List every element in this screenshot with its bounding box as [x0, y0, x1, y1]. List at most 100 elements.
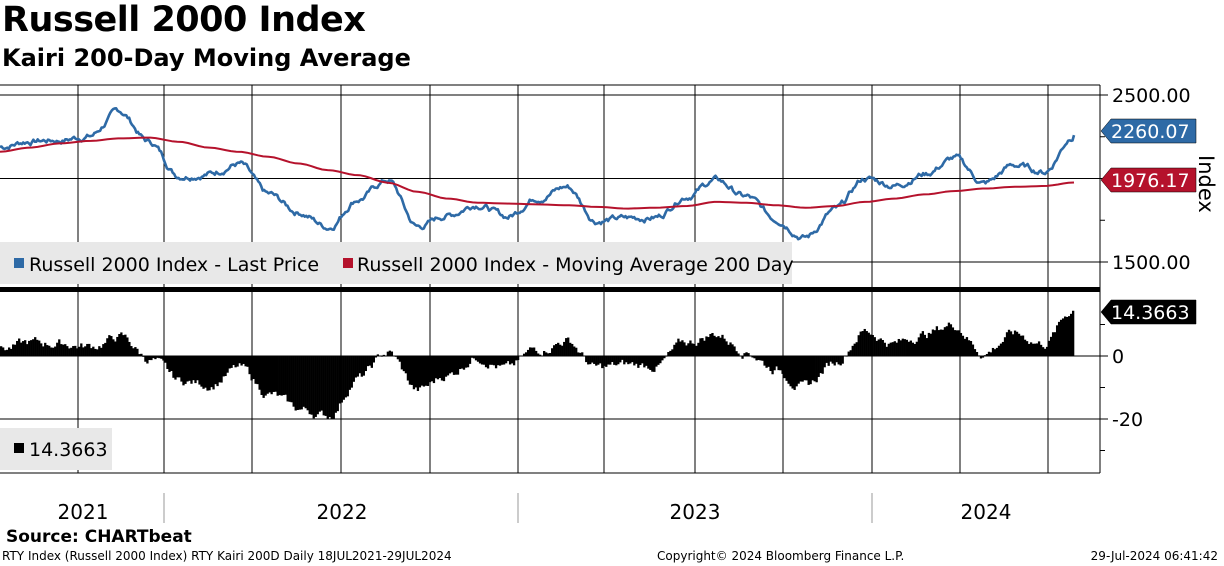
kairi-bar — [761, 356, 764, 361]
kairi-bar — [987, 351, 991, 356]
kairi-bar — [84, 346, 87, 356]
kairi-bar — [585, 356, 588, 363]
kairi-bar — [206, 356, 209, 391]
kairi-bar — [238, 356, 241, 364]
kairi-bar — [270, 356, 273, 395]
kairi-bar — [875, 340, 878, 356]
kairi-bar — [262, 356, 265, 398]
kairi-bar — [977, 355, 981, 356]
kairi-bar — [537, 353, 540, 356]
kairi-bar — [833, 356, 836, 366]
kairi-bar — [941, 329, 945, 356]
kairi-bar — [78, 346, 81, 356]
kairi-bar — [376, 354, 379, 356]
kairi-bar — [310, 356, 313, 415]
kairi-bar — [963, 338, 967, 356]
kairi-bar — [442, 356, 446, 382]
kairi-bar — [414, 356, 418, 388]
kairi-bar — [777, 356, 780, 371]
kairi-last-value-group: 14.3663 — [1100, 299, 1197, 325]
kairi-bar — [150, 356, 153, 361]
kairi-bar — [286, 356, 289, 402]
kairi-bar — [12, 344, 15, 356]
kairi-bar — [32, 339, 35, 356]
kairi-bar — [647, 356, 650, 369]
kairi-bar — [847, 351, 850, 356]
kairi-bar — [522, 353, 526, 356]
kairi-bar — [969, 340, 973, 356]
kairi-bar — [665, 356, 668, 357]
kairi-bar — [835, 356, 838, 363]
kairi-bar — [939, 329, 943, 356]
kairi-bar — [128, 341, 131, 356]
footer-timestamp: 29-Jul-2024 06:41:42 — [1090, 549, 1218, 563]
kairi-bar — [677, 338, 680, 356]
kairi-bar — [643, 356, 646, 368]
kairi-bar — [512, 356, 516, 366]
kairi-bar — [983, 355, 987, 356]
kairi-bar — [284, 356, 287, 395]
kairi-bar — [587, 356, 590, 365]
kairi-bar — [705, 336, 708, 356]
x-axis: 2021 2022 2023 2024 — [58, 493, 1012, 524]
kairi-bar — [394, 356, 398, 357]
kairi-bar — [110, 336, 113, 356]
kairi-bar — [757, 356, 760, 360]
kairi-bar — [781, 356, 784, 374]
kairi-bar — [1027, 343, 1031, 356]
kairi-bar — [468, 356, 472, 364]
kairi-bar — [532, 347, 536, 356]
kairi-bar — [234, 356, 237, 368]
kairi-bar — [18, 338, 21, 356]
kairi-bar — [224, 356, 227, 377]
kairi-bar — [947, 322, 951, 356]
kairi-bar — [282, 356, 285, 396]
kairi-bar — [1005, 332, 1009, 356]
kairi-bar — [188, 356, 191, 381]
kairi-bar — [837, 356, 840, 365]
kairi-bar — [1003, 337, 1007, 356]
kairi-bar — [805, 356, 808, 381]
ma-last-value: 1976.17 — [1111, 170, 1190, 192]
kairi-bar — [248, 356, 251, 375]
kairi-bar — [148, 356, 151, 360]
kairi-bar — [997, 345, 1001, 356]
kairi-bar — [909, 340, 912, 356]
kairi-bar — [809, 356, 812, 385]
kairi-bar — [434, 356, 438, 379]
kairi-bar — [488, 356, 492, 365]
kairi-bar — [873, 337, 876, 356]
kairi-bar — [673, 344, 676, 356]
kairi-bar — [651, 356, 654, 372]
kairi-bar — [402, 356, 406, 372]
kairi-bar — [296, 356, 299, 410]
kairi-bar — [745, 352, 748, 356]
kairi-bar — [112, 339, 115, 356]
kairi-bar — [877, 339, 880, 356]
kairi-bar — [783, 356, 786, 379]
kairi-bar — [476, 356, 480, 362]
kairi-bar — [925, 338, 929, 356]
kairi-bar — [436, 356, 440, 380]
kairi-bar — [615, 356, 618, 366]
kairi-last-value: 14.3663 — [1111, 302, 1190, 324]
kairi-bar — [709, 333, 712, 356]
kairi-bar — [707, 337, 710, 356]
kairi-bar — [480, 356, 484, 365]
kairi-bar — [857, 335, 860, 356]
kairi-bar — [1013, 330, 1017, 356]
kairi-bar — [250, 356, 253, 381]
kairi-bar — [314, 356, 317, 417]
kairi-bar — [520, 356, 524, 357]
kairi-bar — [458, 356, 462, 370]
kairi-bar — [753, 356, 756, 359]
kairi-bar — [154, 356, 157, 360]
kairi-bar — [82, 347, 85, 356]
year-label-2024: 2024 — [961, 500, 1012, 524]
kairi-bar — [70, 347, 73, 356]
kairi-bar — [751, 356, 754, 358]
kairi-bar — [184, 356, 187, 384]
kairi-bar — [1019, 335, 1023, 356]
kairi-bar — [4, 350, 7, 356]
kairi-bar — [605, 356, 608, 367]
